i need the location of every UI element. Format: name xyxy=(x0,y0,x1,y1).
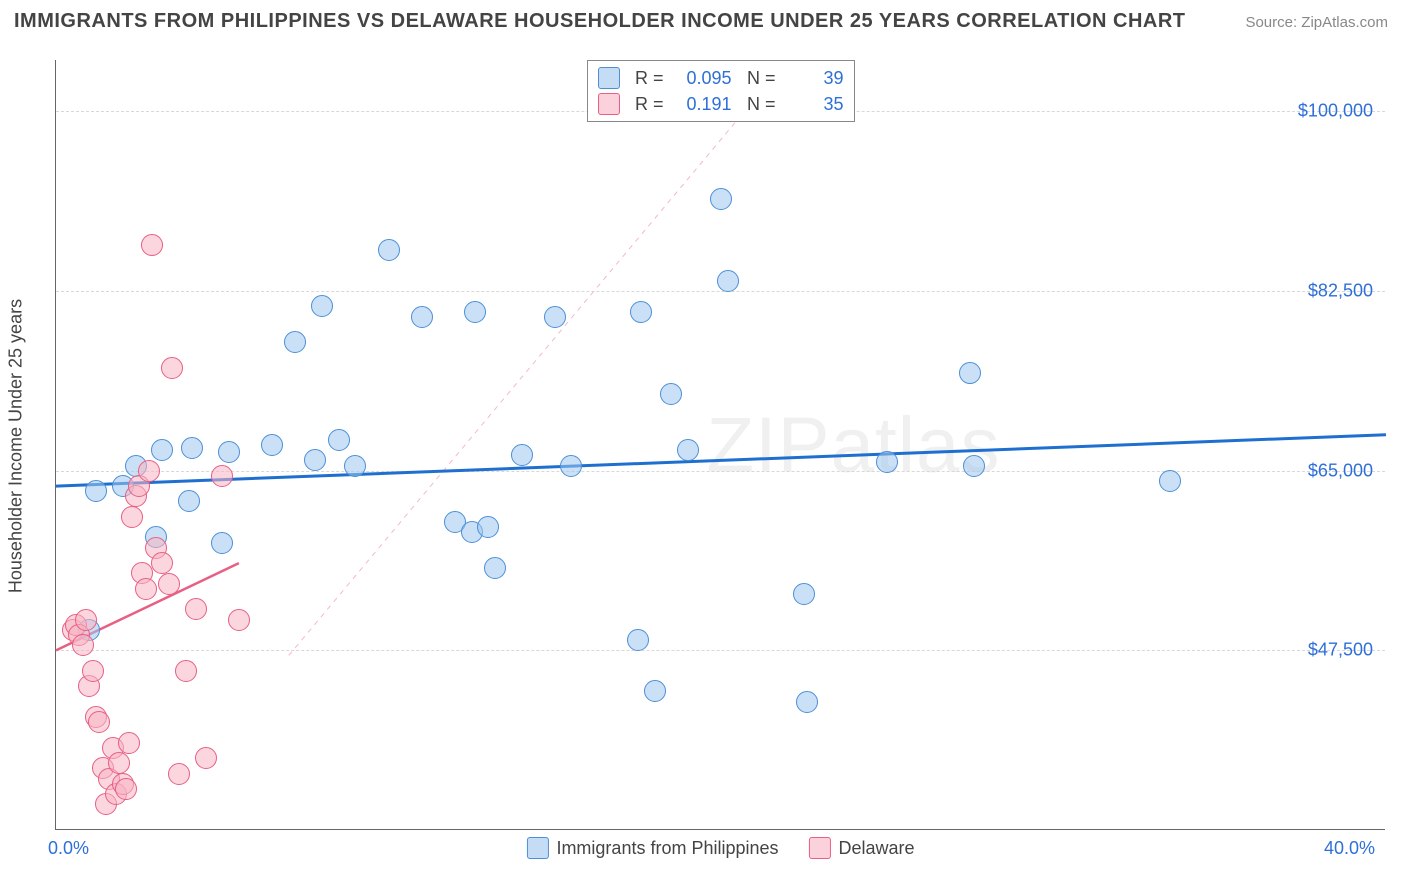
data-point xyxy=(793,583,815,605)
watermark: ZIPatlas xyxy=(706,399,1000,490)
legend-r-label: R = xyxy=(630,94,664,115)
trend-lines-layer xyxy=(56,60,1385,829)
legend-row-series-1: R = 0.095 N = 39 xyxy=(598,65,844,91)
data-point xyxy=(311,295,333,317)
data-point xyxy=(963,455,985,477)
data-point xyxy=(195,747,217,769)
data-point xyxy=(138,460,160,482)
data-point xyxy=(304,449,326,471)
data-point xyxy=(627,629,649,651)
data-point xyxy=(185,598,207,620)
data-point xyxy=(108,752,130,774)
legend-label-series-1: Immigrants from Philippines xyxy=(556,838,778,859)
x-axis-tick-max: 40.0% xyxy=(1324,838,1375,859)
correlation-legend: R = 0.095 N = 39 R = 0.191 N = 35 xyxy=(587,60,855,122)
data-point xyxy=(228,609,250,631)
legend-r-value-series-1: 0.095 xyxy=(674,68,732,89)
data-point xyxy=(135,578,157,600)
y-axis-tick: $82,500 xyxy=(1308,281,1373,302)
legend-n-value-series-2: 35 xyxy=(786,94,844,115)
data-point xyxy=(85,480,107,502)
y-axis-label: Householder Income Under 25 years xyxy=(6,299,27,593)
y-axis-tick: $100,000 xyxy=(1298,101,1373,122)
data-point xyxy=(796,691,818,713)
legend-row-series-2: R = 0.191 N = 35 xyxy=(598,91,844,117)
data-point xyxy=(261,434,283,456)
data-point xyxy=(644,680,666,702)
y-axis-tick: $65,000 xyxy=(1308,460,1373,481)
legend-item-series-2: Delaware xyxy=(809,837,915,859)
data-point xyxy=(82,660,104,682)
legend-label-series-2: Delaware xyxy=(839,838,915,859)
data-point xyxy=(151,552,173,574)
legend-n-label: N = xyxy=(742,68,776,89)
legend-swatch-blue xyxy=(598,67,620,89)
data-point xyxy=(411,306,433,328)
gridline xyxy=(56,471,1385,472)
y-axis-tick: $47,500 xyxy=(1308,640,1373,661)
legend-n-value-series-1: 39 xyxy=(786,68,844,89)
data-point xyxy=(876,451,898,473)
data-point xyxy=(710,188,732,210)
data-point xyxy=(115,778,137,800)
gridline xyxy=(56,291,1385,292)
data-point xyxy=(175,660,197,682)
chart-title: IMMIGRANTS FROM PHILIPPINES VS DELAWARE … xyxy=(14,10,1186,33)
data-point xyxy=(158,573,180,595)
data-point xyxy=(511,444,533,466)
data-point xyxy=(660,383,682,405)
legend-n-label: N = xyxy=(742,94,776,115)
source-attribution: Source: ZipAtlas.com xyxy=(1245,14,1388,31)
data-point xyxy=(959,362,981,384)
legend-r-label: R = xyxy=(630,68,664,89)
data-point xyxy=(717,270,739,292)
data-point xyxy=(168,763,190,785)
data-point xyxy=(344,455,366,477)
legend-swatch-pink xyxy=(809,837,831,859)
data-point xyxy=(178,490,200,512)
gridline xyxy=(56,650,1385,651)
data-point xyxy=(151,439,173,461)
data-point xyxy=(464,301,486,323)
legend-item-series-1: Immigrants from Philippines xyxy=(526,837,778,859)
legend-swatch-blue xyxy=(526,837,548,859)
data-point xyxy=(141,234,163,256)
data-point xyxy=(75,609,97,631)
data-point xyxy=(560,455,582,477)
data-point xyxy=(211,465,233,487)
legend-swatch-pink xyxy=(598,93,620,115)
data-point xyxy=(477,516,499,538)
plot-area: ZIPatlas $47,500 $65,000 $82,500 $100,000 0… xyxy=(55,60,1385,830)
data-point xyxy=(181,437,203,459)
data-point xyxy=(211,532,233,554)
legend-r-value-series-2: 0.191 xyxy=(674,94,732,115)
data-point xyxy=(484,557,506,579)
data-point xyxy=(1159,470,1181,492)
x-axis-tick-min: 0.0% xyxy=(48,838,89,859)
data-point xyxy=(72,634,94,656)
data-point xyxy=(677,439,699,461)
data-point xyxy=(284,331,306,353)
data-point xyxy=(328,429,350,451)
data-point xyxy=(88,711,110,733)
data-point xyxy=(121,506,143,528)
data-point xyxy=(544,306,566,328)
data-point xyxy=(630,301,652,323)
data-point xyxy=(218,441,240,463)
data-point xyxy=(378,239,400,261)
data-point xyxy=(118,732,140,754)
series-legend: Immigrants from Philippines Delaware xyxy=(526,837,914,859)
data-point xyxy=(161,357,183,379)
